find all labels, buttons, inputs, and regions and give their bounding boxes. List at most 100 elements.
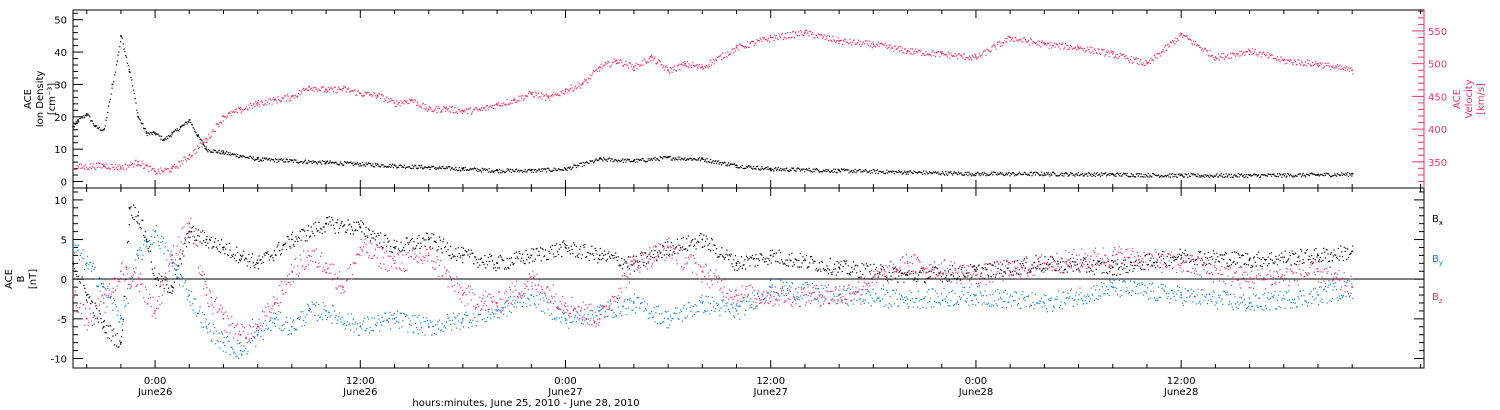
density-series-point	[905, 171, 907, 174]
bx-series-point	[658, 250, 660, 252]
density-series-point	[198, 136, 200, 138]
velocity-series-point	[976, 57, 978, 59]
bx-series-point	[607, 253, 609, 255]
bx-series-point	[457, 247, 459, 249]
density-series-point	[464, 166, 466, 169]
velocity-series	[72, 29, 1354, 176]
bx-series-point	[75, 273, 77, 276]
density-series-point	[504, 171, 506, 173]
density-series-point	[1212, 176, 1214, 178]
velocity-series-point	[409, 98, 411, 100]
density-series-point	[1341, 174, 1344, 176]
velocity-series-point	[411, 100, 413, 102]
bx-series-point	[116, 333, 118, 335]
bx-series-point	[345, 232, 347, 234]
velocity-series-point	[990, 50, 992, 52]
velocity-series-point	[711, 61, 713, 63]
velocity-series-point	[885, 46, 887, 48]
density-series-point	[331, 162, 333, 164]
bx-series-point	[952, 265, 954, 267]
density-series-point	[789, 169, 791, 171]
density-series-point	[486, 169, 489, 171]
bx-series-point	[1314, 259, 1316, 261]
velocity-series-point	[636, 68, 638, 70]
density-series-point	[504, 171, 506, 174]
by-series-point	[127, 302, 129, 305]
density-series-point	[691, 159, 693, 161]
density-series-point	[274, 158, 276, 160]
bx-series-point	[1290, 264, 1292, 266]
density-series-point	[764, 167, 766, 169]
velocity-series-point	[797, 35, 799, 37]
bx-series-point	[897, 281, 899, 283]
velocity-series-point	[275, 100, 277, 102]
bx-series-point	[1117, 268, 1120, 270]
velocity-series-point	[79, 163, 81, 165]
density-series-point	[1294, 176, 1296, 178]
by-series-point	[96, 285, 98, 287]
bx-series-point	[1230, 264, 1232, 266]
bx-series-point	[87, 293, 89, 296]
velocity-series-point	[900, 50, 902, 52]
velocity-series-point	[232, 110, 235, 113]
bx-series-point	[627, 256, 630, 258]
velocity-series-point	[504, 103, 506, 105]
velocity-series-point	[357, 90, 359, 92]
bx-series-point	[233, 257, 235, 259]
density-series-point	[152, 131, 154, 133]
velocity-series-point	[374, 95, 376, 97]
density-series-point	[334, 161, 336, 163]
bx-series-point	[752, 258, 754, 260]
bx-series-point	[497, 267, 499, 269]
velocity-series-point	[1162, 49, 1164, 51]
velocity-series-point	[82, 167, 84, 169]
density-series-point	[591, 160, 593, 162]
density-series-point	[85, 115, 87, 117]
velocity-series-marker	[547, 96, 550, 99]
density-series-point	[1104, 172, 1106, 174]
velocity-series-point	[1154, 56, 1156, 58]
bx-series-point	[954, 269, 956, 271]
velocity-series-point	[255, 101, 257, 103]
bx-series-point	[102, 321, 105, 323]
velocity-series-point	[709, 66, 711, 68]
bx-series-point	[1003, 271, 1005, 273]
bx-series-point	[1026, 257, 1028, 259]
velocity-series-point	[329, 88, 331, 90]
density-series-point	[583, 164, 585, 167]
velocity-series-point	[1318, 64, 1320, 67]
density-series-point	[317, 161, 319, 163]
bx-series-point	[266, 252, 268, 254]
by-series	[72, 225, 1354, 359]
velocity-series-point	[325, 88, 327, 90]
density-series-point	[303, 161, 305, 163]
density-series-point	[260, 159, 262, 161]
density-series-point	[996, 174, 998, 176]
bx-series-point	[1270, 252, 1273, 254]
density-series-point	[474, 167, 476, 169]
velocity-series-point	[1108, 56, 1110, 58]
velocity-series-point	[700, 67, 702, 69]
density-series-point	[639, 158, 642, 161]
velocity-series-point	[1173, 39, 1175, 42]
density-series-point	[558, 168, 560, 170]
velocity-series-point	[1247, 51, 1249, 53]
density-series-marker	[137, 115, 139, 118]
velocity-series-point	[295, 95, 297, 97]
velocity-series-point	[73, 168, 76, 170]
bx-series-point	[741, 267, 743, 269]
bx-series-point	[881, 265, 884, 267]
bx-series-point	[450, 245, 452, 247]
bx-series-point	[468, 249, 470, 251]
velocity-series-point	[1099, 52, 1101, 54]
x-tick-date: June27	[752, 387, 788, 398]
velocity-series-point	[265, 100, 267, 102]
velocity-series-point	[426, 107, 428, 109]
velocity-series-point	[809, 30, 811, 33]
bx-series-point	[1058, 263, 1060, 265]
bx-series-point	[921, 267, 923, 269]
bx-series-point	[959, 279, 961, 281]
bx-series-point	[489, 253, 491, 255]
velocity-series-point	[1291, 62, 1293, 64]
density-series-point	[753, 168, 755, 170]
